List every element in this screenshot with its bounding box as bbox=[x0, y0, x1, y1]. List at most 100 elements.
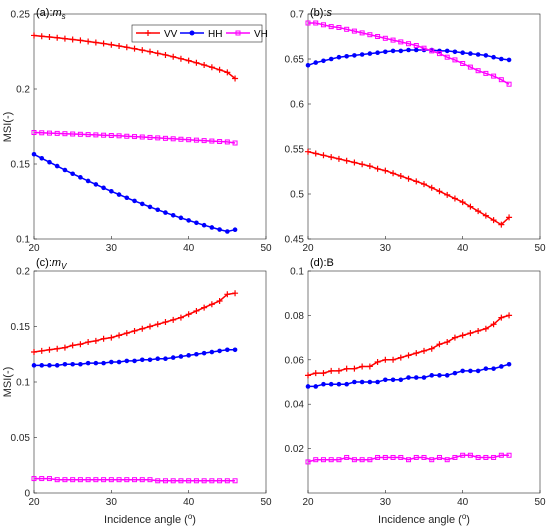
data-point-vv bbox=[170, 53, 177, 60]
data-point-vh bbox=[506, 81, 512, 87]
data-point-vh bbox=[101, 132, 107, 138]
data-point-hh bbox=[147, 357, 153, 363]
data-point-hh bbox=[124, 358, 130, 364]
data-point-vh bbox=[375, 34, 381, 39]
data-point-hh bbox=[352, 379, 357, 385]
data-point-vh bbox=[336, 25, 342, 30]
data-point-vv bbox=[177, 55, 184, 62]
data-point-vv bbox=[201, 304, 208, 311]
data-point-vv bbox=[31, 32, 37, 39]
data-point-vh bbox=[491, 454, 497, 460]
data-point-hh bbox=[201, 222, 207, 228]
data-point-vh bbox=[398, 454, 404, 460]
data-point-hh bbox=[460, 50, 465, 55]
data-point-vh bbox=[313, 457, 319, 463]
data-point-vv bbox=[312, 150, 319, 157]
y-tick-label: 0 bbox=[24, 489, 30, 500]
data-point-vv bbox=[92, 337, 99, 344]
data-point-vv bbox=[390, 170, 397, 177]
data-point-vv bbox=[224, 69, 231, 76]
data-point-hh bbox=[163, 210, 168, 215]
data-point-vv bbox=[397, 173, 404, 179]
x-tick-label: 50 bbox=[534, 243, 546, 254]
data-point-vv bbox=[69, 36, 76, 43]
x-tick-label: 30 bbox=[380, 243, 392, 254]
data-point-vh bbox=[201, 478, 207, 484]
data-point-vh bbox=[344, 26, 350, 32]
data-point-vh bbox=[139, 477, 145, 483]
panel-title-d: (d):B bbox=[310, 257, 334, 269]
data-point-hh bbox=[54, 363, 60, 368]
data-point-hh bbox=[313, 60, 319, 65]
x-tick-label: 30 bbox=[106, 243, 118, 254]
data-point-vh bbox=[232, 140, 238, 146]
data-point-vh bbox=[467, 452, 473, 458]
data-point-vh bbox=[139, 134, 145, 140]
data-point-vv bbox=[193, 59, 200, 66]
data-point-vv bbox=[208, 301, 215, 308]
data-point-hh bbox=[209, 349, 215, 355]
panel-title-c: (c):mV bbox=[36, 257, 67, 271]
data-point-vh bbox=[398, 39, 404, 45]
data-point-vv bbox=[374, 359, 381, 366]
data-point-vh bbox=[491, 73, 497, 79]
data-point-vv bbox=[147, 323, 153, 330]
data-point-vh bbox=[201, 138, 207, 144]
data-point-hh bbox=[101, 185, 106, 191]
data-point-vv bbox=[139, 325, 146, 332]
series-line-vh bbox=[308, 22, 510, 85]
data-point-vh bbox=[116, 477, 122, 483]
data-point-vv bbox=[116, 42, 123, 49]
data-point-hh bbox=[93, 182, 99, 187]
data-point-hh bbox=[444, 373, 450, 378]
data-point-hh bbox=[109, 359, 114, 365]
data-point-vh bbox=[506, 452, 512, 458]
data-point-vh bbox=[359, 30, 365, 36]
data-point-vh bbox=[344, 454, 350, 460]
data-point-vv bbox=[216, 66, 223, 73]
data-point-vv bbox=[92, 39, 99, 46]
panel-c: (c):mV 20 30 40 50 0 0.05 0.1 0.15 0.2 bbox=[11, 257, 272, 508]
data-point-vv bbox=[467, 203, 474, 210]
series-line-vh bbox=[34, 477, 236, 482]
data-point-vh bbox=[413, 454, 419, 460]
data-point-hh bbox=[132, 198, 137, 204]
data-point-hh bbox=[352, 53, 357, 58]
series-line-vh bbox=[33, 131, 236, 144]
data-point-vv bbox=[320, 152, 327, 159]
data-point-hh bbox=[452, 49, 458, 55]
data-point-vv bbox=[232, 290, 239, 297]
data-point-vh bbox=[132, 134, 138, 140]
data-point-hh bbox=[163, 356, 168, 361]
data-point-vh bbox=[147, 477, 153, 483]
data-point-hh bbox=[225, 347, 230, 353]
data-point-hh bbox=[383, 49, 388, 55]
data-point-hh bbox=[225, 229, 230, 234]
data-point-hh bbox=[78, 361, 83, 367]
data-point-vh bbox=[54, 477, 60, 483]
data-point-vv bbox=[366, 163, 373, 170]
y-tick-label: 0.6 bbox=[290, 100, 304, 111]
data-point-vh bbox=[70, 131, 76, 137]
data-point-hh bbox=[39, 156, 45, 161]
data-point-vh bbox=[452, 454, 458, 460]
data-point-vh bbox=[351, 28, 357, 34]
data-point-vv bbox=[100, 40, 107, 47]
data-point-vh bbox=[406, 457, 412, 463]
data-point-hh bbox=[359, 379, 365, 385]
data-point-vv bbox=[413, 178, 420, 185]
y-tick-label: 0.1 bbox=[16, 235, 30, 246]
data-point-vv bbox=[170, 316, 177, 323]
data-point-vh bbox=[483, 454, 489, 460]
data-point-vv bbox=[459, 199, 466, 206]
data-point-vv bbox=[123, 330, 130, 337]
data-point-vv bbox=[154, 50, 161, 57]
x-axis-title-left: Incidence angle (o) bbox=[104, 512, 196, 526]
data-point-hh bbox=[375, 50, 380, 55]
data-point-vh bbox=[193, 137, 199, 143]
data-point-vv bbox=[305, 148, 311, 155]
data-point-hh bbox=[194, 351, 199, 357]
data-point-hh bbox=[305, 384, 311, 389]
data-point-vv bbox=[366, 363, 373, 370]
data-point-vv bbox=[208, 64, 215, 71]
